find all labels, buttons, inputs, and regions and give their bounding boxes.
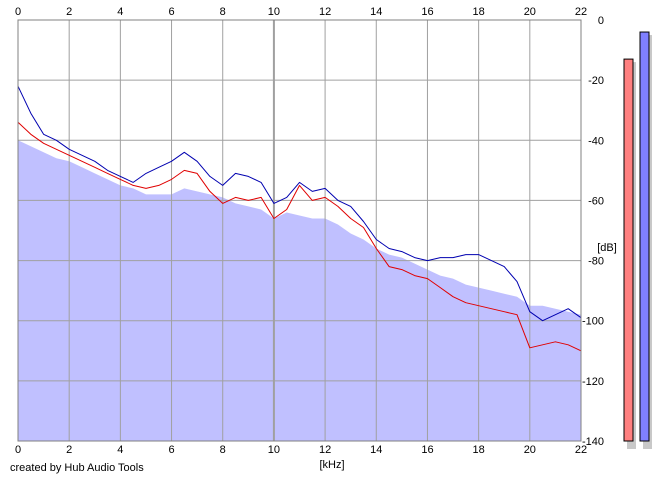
x-tick-labels-top: 0 2 4 6 8 10 12 14 16 18 20 22 xyxy=(15,6,587,18)
x-tick-label-bottom: 8 xyxy=(220,444,226,456)
x-tick-label-bottom: 6 xyxy=(168,444,174,456)
x-tick-label-bottom: 0 xyxy=(15,444,21,456)
y-tick-label: -140 xyxy=(582,436,604,448)
x-tick-label-bottom: 22 xyxy=(575,444,587,456)
x-tick-label-top: 8 xyxy=(220,6,226,18)
series-line-channel-b xyxy=(17,85,582,322)
x-tick-label-top: 20 xyxy=(524,6,536,18)
x-tick-label-bottom: 16 xyxy=(421,444,433,456)
y-tick-label: -100 xyxy=(582,316,604,328)
x-tick-label-bottom: 18 xyxy=(473,444,485,456)
x-tick-label-top: 2 xyxy=(66,6,72,18)
y-tick-label: -40 xyxy=(588,135,604,147)
level-meter-a xyxy=(623,58,634,442)
spectrum-lines xyxy=(17,85,582,352)
y-tick-label: -120 xyxy=(582,376,604,388)
y-tick-label: -60 xyxy=(588,195,604,207)
plot-frame xyxy=(17,19,582,442)
y-tick-label: -80 xyxy=(588,256,604,268)
x-tick-label-bottom: 12 xyxy=(319,444,331,456)
level-meters xyxy=(623,31,652,450)
x-tick-label-bottom: 10 xyxy=(268,444,280,456)
x-tick-label-top: 12 xyxy=(319,6,331,18)
credit-text: created by Hub Audio Tools xyxy=(10,462,144,474)
x-tick-label-bottom: 20 xyxy=(524,444,536,456)
grid xyxy=(18,20,581,441)
y-tick-labels: 0 -20 -40 -60 -80 -100 -120 -140 xyxy=(582,15,604,448)
plot-border xyxy=(17,19,582,442)
spectrum-fill-area xyxy=(18,140,581,442)
spectrum-fill xyxy=(18,140,581,442)
x-tick-label-bottom: 14 xyxy=(370,444,382,456)
x-tick-label-top: 4 xyxy=(117,6,123,18)
x-tick-label-bottom: 2 xyxy=(66,444,72,456)
x-tick-label-bottom: 4 xyxy=(117,444,123,456)
x-axis-unit: [kHz] xyxy=(319,459,344,471)
x-tick-label-top: 18 xyxy=(473,6,485,18)
x-tick-label-top: 14 xyxy=(370,6,382,18)
x-tick-label-top: 16 xyxy=(421,6,433,18)
x-tick-labels-bottom: 0 2 4 6 8 10 12 14 16 18 20 22 xyxy=(15,444,587,456)
level-meter-b xyxy=(639,31,650,442)
y-tick-label: -20 xyxy=(588,75,604,87)
y-axis-unit: [dB] xyxy=(597,242,617,254)
series-line-channel-a xyxy=(17,121,582,352)
y-tick-label: 0 xyxy=(598,15,604,27)
x-tick-label-top: 22 xyxy=(575,6,587,18)
x-tick-label-top: 10 xyxy=(268,6,280,18)
x-tick-label-top: 0 xyxy=(15,6,21,18)
x-tick-label-top: 6 xyxy=(168,6,174,18)
